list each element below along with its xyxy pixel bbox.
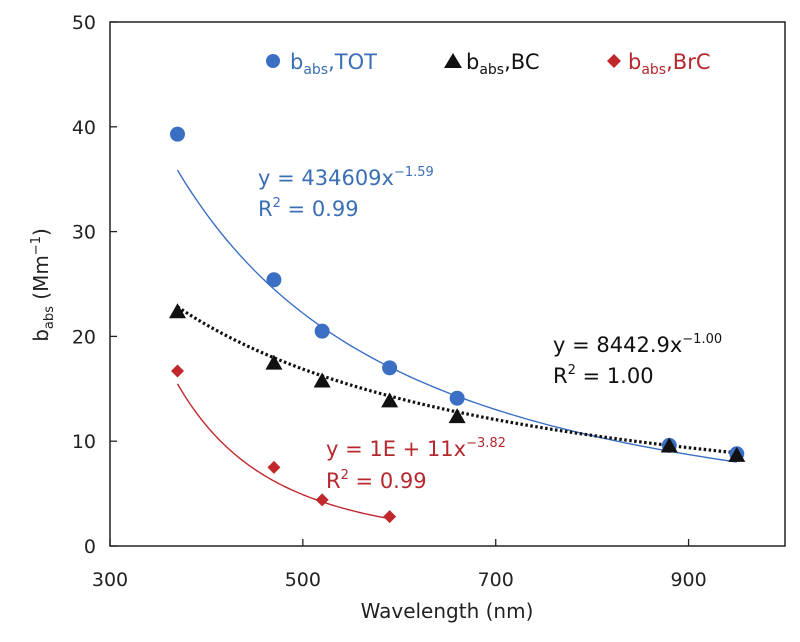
data-point-bc-950 — [728, 446, 746, 462]
data-point-tot-590 — [382, 360, 398, 376]
data-point-tot-660 — [449, 390, 465, 406]
legend-bc-suffix: ,BC — [504, 50, 539, 74]
legend-marker-bc — [444, 53, 462, 68]
data-point-brc-370 — [171, 364, 184, 378]
equation-bc-fit: y = 8442.9x−1.00 — [553, 332, 722, 357]
data-point-bc-370 — [169, 303, 186, 319]
equation-brc-r2: R2 = 0.99 — [326, 468, 427, 493]
y-axis-title-unit-sup: −1 — [29, 236, 44, 255]
equation-brc: y = 1E + 11x−3.82 R2 = 0.99 — [326, 436, 506, 493]
legend-brc-main: b — [628, 50, 641, 74]
data-point-tot-370 — [170, 126, 185, 142]
legend-bc-main: b — [466, 50, 479, 74]
y-axis-title-sub: abs — [42, 306, 57, 329]
equation-tot-r-sup: 2 — [273, 196, 281, 211]
y-tick-label-0: 0 — [84, 536, 96, 558]
x-tick-label-700: 700 — [478, 569, 514, 591]
data-point-bc-880 — [660, 437, 678, 453]
equation-bc-r-label: R — [553, 364, 568, 388]
equation-bc-exp: −1.00 — [682, 332, 722, 347]
data-point-tot-520 — [314, 323, 330, 339]
legend: babs,TOT babs,BC babs,BrC — [266, 50, 711, 78]
data-point-bc-520 — [313, 372, 331, 388]
x-axis-ticks: 300 500 700 900 — [92, 539, 707, 591]
y-axis-title-main: b — [29, 329, 53, 342]
equation-tot: y = 434609x−1.59 R2 = 0.99 — [258, 165, 434, 221]
y-tick-label-20: 20 — [72, 326, 96, 348]
legend-entry-bc: babs,BC — [466, 50, 540, 78]
legend-entry-tot: babs,TOT — [290, 50, 377, 78]
data-point-bc-470 — [265, 354, 283, 370]
equation-bc-line: y = 8442.9x — [553, 333, 682, 357]
equation-tot-r2: R2 = 0.99 — [258, 196, 359, 221]
plot-area-frame — [109, 21, 786, 547]
legend-tot-sub: abs — [303, 62, 328, 78]
y-tick-label-40: 40 — [72, 117, 96, 139]
equation-bc: y = 8442.9x−1.00 R2 = 1.00 — [553, 332, 722, 388]
equation-tot-line: y = 434609x — [258, 166, 394, 190]
equation-bc-r2: R2 = 1.00 — [553, 363, 654, 388]
equation-bc-r-value: = 1.00 — [576, 364, 654, 388]
equation-brc-line: y = 1E + 11x — [326, 437, 466, 461]
equation-brc-r-sup: 2 — [341, 468, 349, 483]
y-tick-label-10: 10 — [72, 431, 96, 453]
equation-tot-r-value: = 0.99 — [281, 197, 359, 221]
equation-brc-r-value: = 0.99 — [349, 469, 427, 493]
equation-brc-exp: −3.82 — [466, 436, 506, 451]
fit-curve-brc — [176, 383, 390, 520]
equation-tot-fit: y = 434609x−1.59 — [258, 165, 434, 190]
legend-marker-tot — [266, 54, 280, 68]
legend-tot-main: b — [290, 50, 303, 74]
legend-bc-sub: abs — [479, 62, 504, 78]
legend-marker-brc — [607, 54, 621, 68]
equation-tot-r-label: R — [258, 197, 273, 221]
data-point-tot-470 — [266, 272, 282, 288]
x-tick-label-900: 900 — [670, 569, 706, 591]
data-point-bc-660 — [448, 408, 466, 424]
y-tick-label-30: 30 — [72, 222, 96, 244]
y-tick-label-50: 50 — [72, 12, 96, 34]
y-axis-title-unit-close: ) — [29, 228, 53, 236]
x-axis-title: Wavelength (nm) — [361, 599, 534, 623]
legend-entry-brc: babs,BrC — [628, 50, 711, 78]
data-point-brc-470 — [267, 460, 281, 474]
data-point-brc-590 — [383, 510, 397, 524]
legend-brc-suffix: ,BrC — [666, 50, 710, 74]
equation-brc-r-label: R — [326, 469, 341, 493]
data-point-bc-590 — [381, 392, 399, 408]
data-point-brc-520 — [315, 493, 329, 507]
equation-tot-exp: −1.59 — [394, 165, 434, 180]
y-axis-title-unit: (Mm — [29, 255, 53, 306]
equation-bc-r-sup: 2 — [568, 363, 576, 378]
legend-tot-suffix: ,TOT — [328, 50, 377, 74]
x-tick-label-500: 500 — [285, 569, 321, 591]
y-axis-ticks: 0 10 20 30 40 50 — [72, 12, 117, 558]
legend-brc-sub: abs — [641, 62, 666, 78]
data-markers — [169, 126, 746, 524]
y-axis-title: babs (Mm−1) — [29, 228, 57, 342]
x-tick-label-300: 300 — [92, 569, 128, 591]
equation-brc-fit: y = 1E + 11x−3.82 — [326, 436, 506, 461]
